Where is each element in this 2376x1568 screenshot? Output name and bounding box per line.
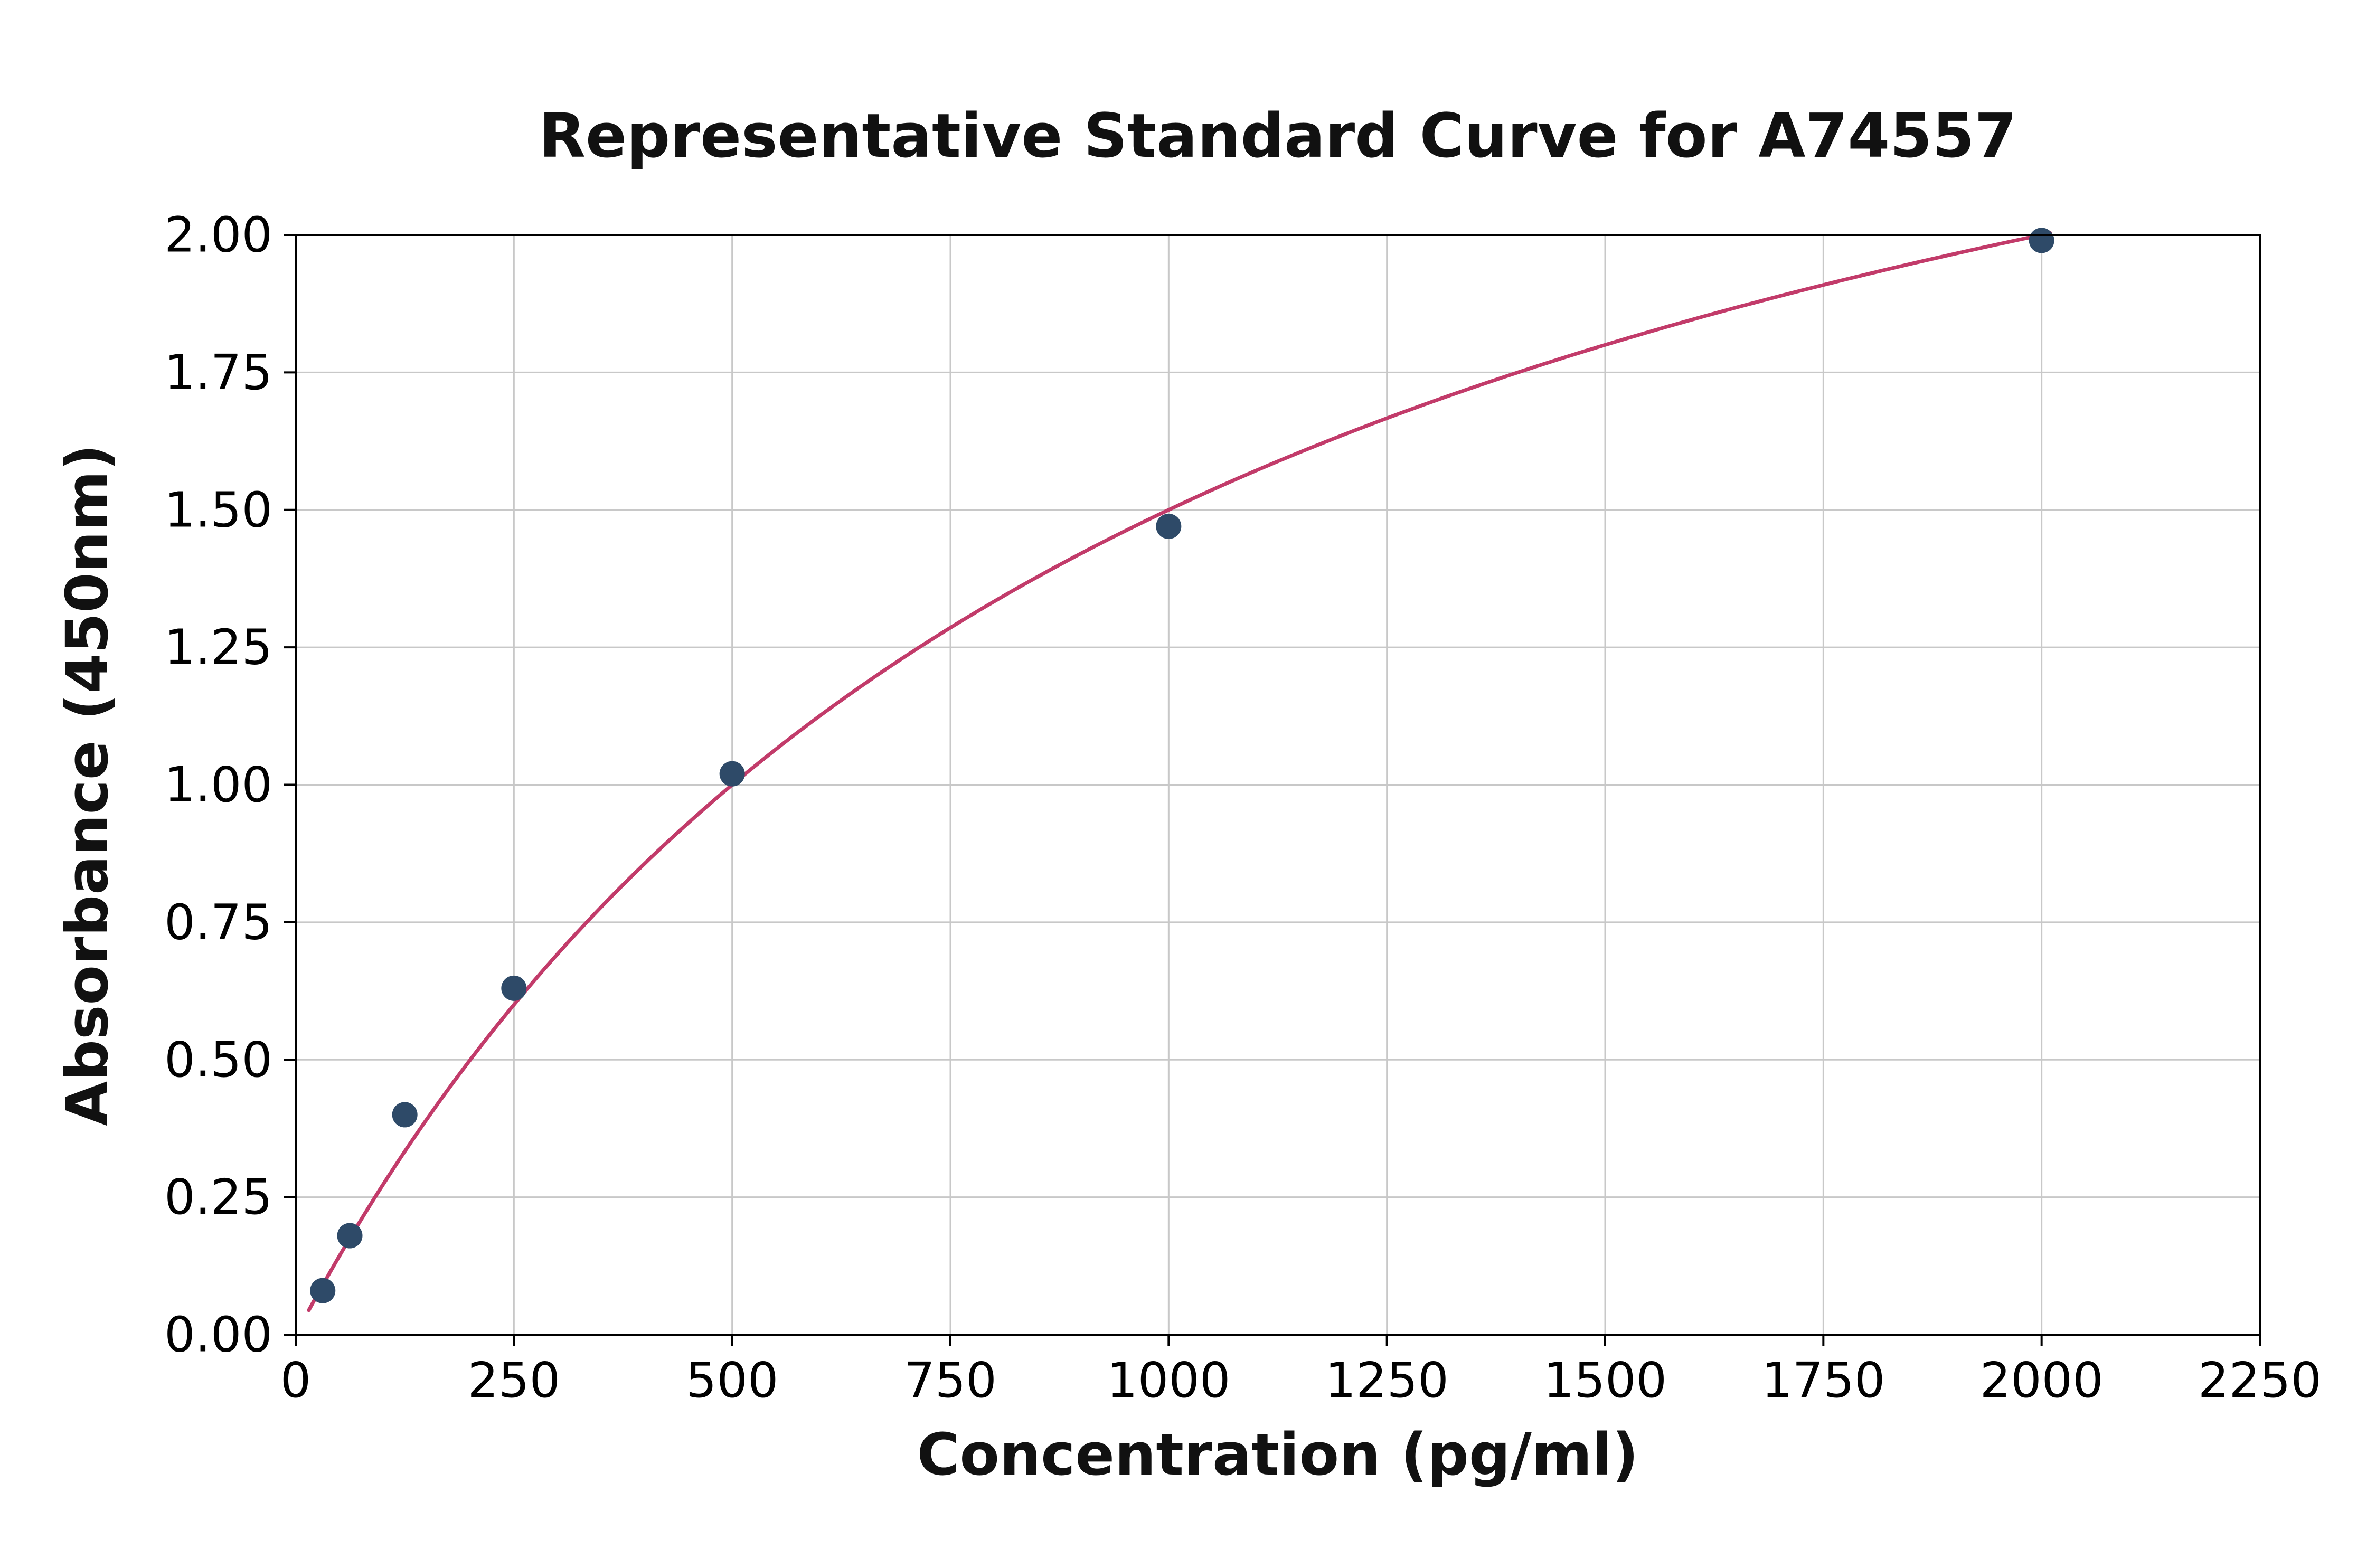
x-tick-label: 1500 <box>1543 1352 1667 1409</box>
x-tick-label: 1000 <box>1107 1352 1230 1409</box>
y-tick-label: 1.75 <box>164 344 272 401</box>
data-point <box>1156 513 1182 539</box>
y-tick-label: 1.50 <box>164 481 272 538</box>
x-tick-label: 1250 <box>1325 1352 1449 1409</box>
chart-title: Representative Standard Curve for A74557 <box>539 101 2017 172</box>
y-axis-label: Absorbance (450nm) <box>53 444 121 1126</box>
x-tick-label: 2250 <box>2198 1352 2322 1409</box>
x-tick-label: 0 <box>280 1352 312 1409</box>
y-tick-label: 1.00 <box>164 757 272 813</box>
y-tick-labels: 0.00 0.25 0.50 0.75 1.00 1.25 1.50 1.75 2.00 <box>164 207 296 1363</box>
y-tick-label: 1.25 <box>164 619 272 676</box>
data-point <box>337 1223 363 1249</box>
data-point <box>719 761 745 787</box>
data-point <box>501 975 527 1001</box>
x-tick-label: 500 <box>686 1352 779 1409</box>
y-tick-label: 2.00 <box>164 207 272 263</box>
x-tick-label: 250 <box>468 1352 561 1409</box>
y-tick-label: 0.00 <box>164 1307 272 1363</box>
x-tick-label: 2000 <box>1980 1352 2104 1409</box>
y-tick-label: 0.75 <box>164 894 272 950</box>
x-axis-label: Concentration (pg/ml) <box>917 1421 1639 1488</box>
x-tick-labels: 0 250 500 750 1000 1250 1500 1750 2000 2250 <box>280 1335 2322 1409</box>
y-tick-label: 0.25 <box>164 1169 272 1225</box>
data-point <box>392 1102 418 1128</box>
fit-curve <box>307 231 2052 1312</box>
data-point <box>2029 228 2054 253</box>
x-tick-label: 750 <box>904 1352 997 1409</box>
x-tick-label: 1750 <box>1761 1352 1885 1409</box>
y-tick-label: 0.50 <box>164 1032 272 1088</box>
data-point <box>310 1278 336 1303</box>
